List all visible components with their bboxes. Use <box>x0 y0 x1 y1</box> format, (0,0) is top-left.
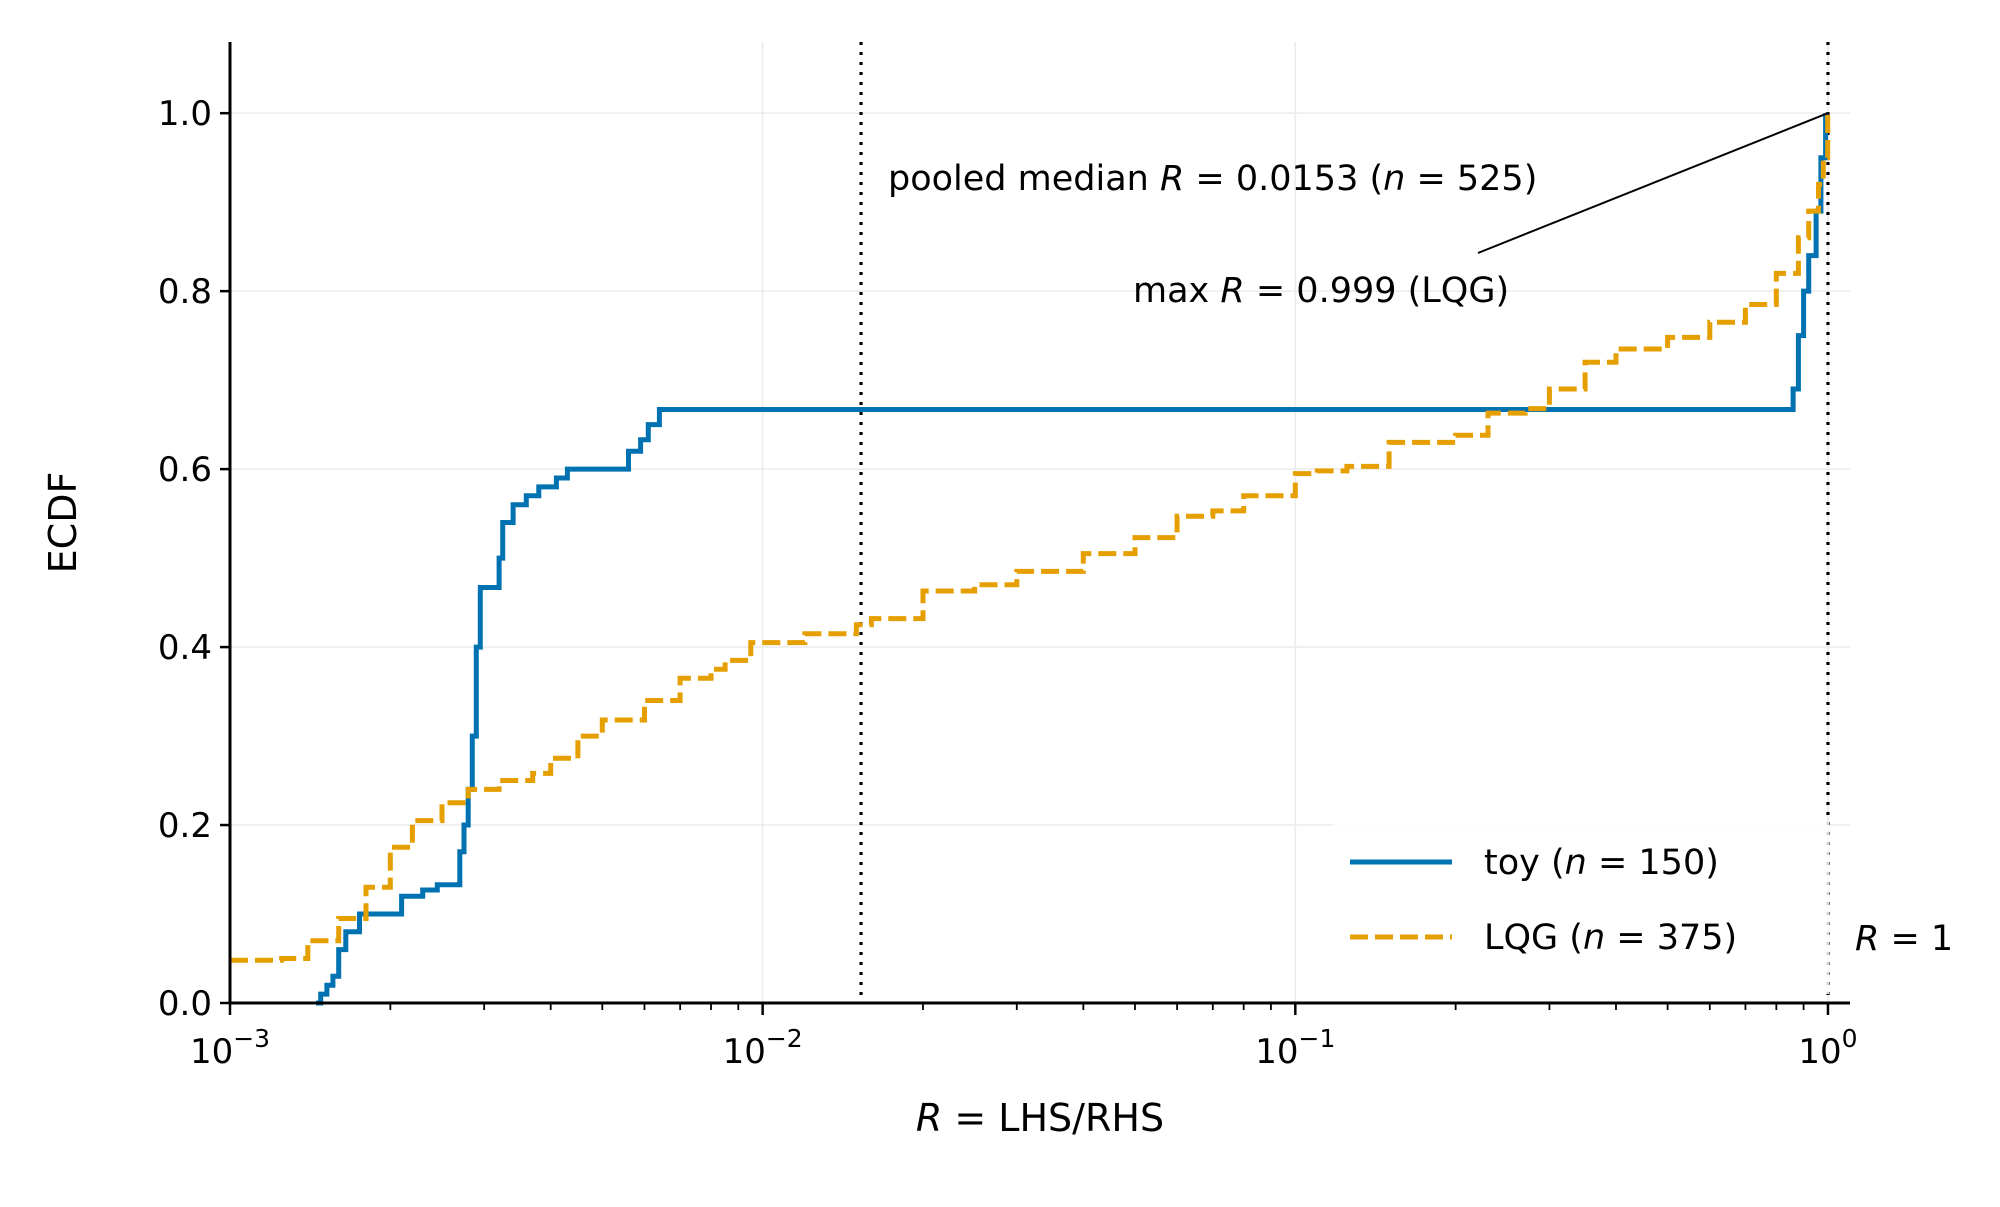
series-line-lqg <box>230 113 1831 963</box>
x-tick-label: 10−2 <box>723 1024 803 1072</box>
y-tick-label: 1.0 <box>158 94 212 134</box>
y-tick-label: 0.4 <box>158 628 212 668</box>
x-tick-label: 10−3 <box>190 1024 270 1072</box>
y-tick-label: 0.0 <box>158 984 212 1024</box>
annotations: pooled median R = 0.0153 (n = 525) max R … <box>888 112 1953 959</box>
median-annotation: pooled median R = 0.0153 (n = 525) <box>888 159 1537 199</box>
legend-box <box>1333 822 1829 994</box>
max-annotation: max R = 0.999 (LQG) <box>1133 271 1509 311</box>
legend: toy (n = 150) LQG (n = 375) <box>1333 822 1829 994</box>
x-tick-label: 100 <box>1798 1024 1857 1072</box>
legend-label-toy: toy (n = 150) <box>1484 843 1719 883</box>
y-tick-label: 0.8 <box>158 272 212 312</box>
y-axis-label: ECDF <box>41 472 85 574</box>
y-tick-label: 0.6 <box>158 450 212 490</box>
r-equals-one-label: R = 1 <box>1855 919 1953 959</box>
y-tick-label: 0.2 <box>158 806 212 846</box>
axes: 0.0 0.2 0.4 0.6 0.8 1.0 10−3 10−2 10−1 100 R = LHS… <box>41 42 1858 1140</box>
x-tick-label: 10−1 <box>1255 1024 1335 1072</box>
series-layer <box>230 113 1831 1006</box>
max-annotation-arrow <box>1477 112 1829 254</box>
x-axis-label: R = LHS/RHS <box>916 1096 1164 1140</box>
legend-label-lqg: LQG (n = 375) <box>1484 918 1737 958</box>
